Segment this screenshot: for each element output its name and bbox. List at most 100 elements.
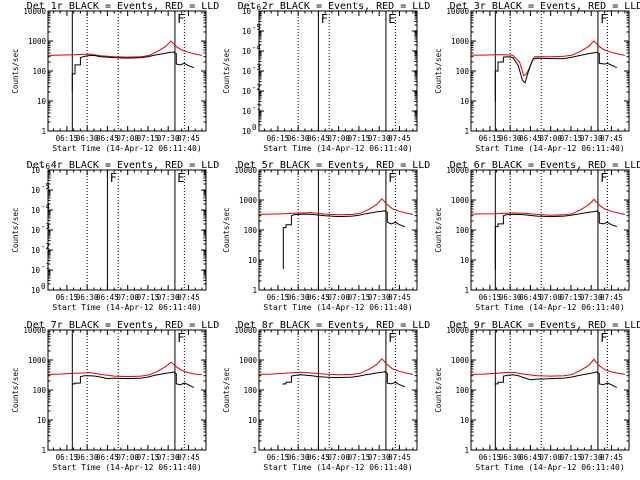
x-tick-label: 06:45	[519, 293, 542, 302]
y-tick-label: 10	[31, 286, 41, 295]
x-tick-label: 06:30	[499, 293, 522, 302]
y-tick-label: 100	[455, 386, 469, 395]
y-tick-label: 1000	[28, 37, 47, 46]
y-tick-label: 10	[460, 256, 470, 265]
y-tick-label: 1	[464, 446, 469, 455]
lld-series-line	[258, 198, 414, 216]
y-tick-label: 10	[242, 127, 252, 136]
y-tick-label: 10	[31, 186, 41, 195]
x-tick-label: 06:30	[287, 134, 310, 143]
x-tick-label: 06:15	[56, 134, 79, 143]
y-tick-label: 10	[242, 27, 252, 36]
y-tick-exponent: 0	[41, 282, 46, 291]
panel-det-1: Det 1r BLACK = Events, RED = LLD 1 10 100 10…	[11, 1, 219, 153]
lld-series-line	[47, 40, 203, 58]
marker-letter: F	[388, 171, 395, 185]
x-tick-label: 07:15	[348, 134, 371, 143]
x-tick-label: 07:30	[368, 453, 391, 462]
y-tick-label: 10	[31, 246, 41, 255]
x-tick-label: 06:15	[479, 134, 502, 143]
y-tick-label: 10	[242, 47, 252, 56]
x-tick-label: 06:15	[267, 134, 290, 143]
x-tick-label: 07:30	[157, 293, 180, 302]
y-tick-label: 1	[464, 127, 469, 136]
y-tick-label: 10	[460, 97, 470, 106]
x-tick-label: 06:30	[499, 134, 522, 143]
lld-series-line	[471, 40, 626, 77]
x-axis-label: Start Time (14-Apr-12 06:11:40)	[475, 303, 624, 312]
marker-letter: F	[600, 12, 607, 26]
x-tick-label: 06:30	[76, 453, 99, 462]
y-tick-label: 1	[252, 446, 257, 455]
x-axis-label: Start Time (14-Apr-12 06:11:40)	[52, 144, 201, 153]
events-series-line	[71, 371, 195, 389]
y-tick-exponent: -6	[252, 3, 262, 12]
x-axis-label: Start Time (14-Apr-12 06:11:40)	[475, 463, 624, 472]
panel-title: Det 7r BLACK = Events, RED = LLD	[27, 320, 220, 331]
x-tick-label: 07:15	[348, 453, 371, 462]
y-tick-exponent: -3	[252, 63, 261, 72]
y-axis-label: Counts/sec	[222, 207, 231, 252]
x-tick-label: 06:15	[479, 293, 502, 302]
y-tick-label: 10	[242, 7, 252, 16]
panel-title: Det 8r BLACK = Events, RED = LLD	[238, 320, 431, 331]
y-tick-label: 10000	[234, 166, 257, 175]
x-tick-label: 07:00	[539, 453, 562, 462]
y-tick-label: 100	[455, 67, 469, 76]
y-tick-label: 10000	[446, 326, 469, 335]
x-tick-label: 06:15	[267, 453, 290, 462]
y-tick-label: 10	[460, 416, 470, 425]
y-tick-label: 100	[243, 386, 257, 395]
x-tick-label: 06:45	[519, 453, 542, 462]
panel-title: Det 2r BLACK = Events, RED = LLD	[238, 1, 431, 12]
panel-det-6: Det 6r BLACK = Events, RED = LLD 1 10 100 10…	[434, 160, 640, 312]
x-tick-label: 07:45	[177, 134, 200, 143]
x-tick-label: 07:15	[560, 453, 583, 462]
x-tick-label: 07:15	[560, 293, 583, 302]
y-tick-label: 10	[242, 107, 252, 116]
panel-title: Det 6r BLACK = Events, RED = LLD	[450, 160, 640, 171]
y-tick-exponent: -1	[252, 103, 261, 112]
y-tick-label: 100	[455, 226, 469, 235]
events-series-line	[494, 51, 618, 101]
x-tick-label: 06:15	[479, 453, 502, 462]
x-tick-label: 06:15	[56, 293, 79, 302]
y-tick-label: 10000	[23, 7, 46, 16]
x-tick-label: 06:45	[307, 453, 330, 462]
y-tick-label: 1000	[451, 356, 470, 365]
x-tick-label: 07:15	[137, 293, 160, 302]
y-tick-exponent: -1	[41, 262, 50, 271]
events-series-line	[282, 210, 405, 269]
x-axis-label: Start Time (14-Apr-12 06:11:40)	[52, 303, 201, 312]
marker-letter: F	[321, 12, 328, 26]
lld-series-line	[47, 361, 202, 378]
x-axis-label: Start Time (14-Apr-12 06:11:40)	[263, 303, 412, 312]
y-axis-label: Counts/sec	[434, 48, 443, 93]
y-tick-label: 1	[41, 446, 46, 455]
lld-series-line	[258, 358, 414, 376]
x-tick-label: 07:15	[560, 134, 583, 143]
y-tick-label: 10	[31, 206, 41, 215]
x-tick-label: 07:45	[388, 134, 411, 143]
y-tick-exponent: -3	[41, 222, 50, 231]
x-tick-label: 07:30	[157, 453, 180, 462]
y-tick-exponent: -4	[252, 43, 262, 52]
panel-title: Det 1r BLACK = Events, RED = LLD	[27, 1, 220, 12]
y-tick-label: 10	[248, 416, 258, 425]
x-tick-label: 07:00	[539, 134, 562, 143]
y-tick-label: 10	[31, 266, 41, 275]
x-tick-label: 07:00	[327, 453, 350, 462]
y-axis-label: Counts/sec	[222, 48, 231, 93]
y-axis-label: Counts/sec	[434, 207, 443, 252]
events-series-line	[494, 210, 617, 269]
lld-series-line	[470, 198, 626, 216]
y-tick-label: 1000	[451, 196, 470, 205]
x-tick-label: 07:00	[539, 293, 562, 302]
x-tick-label: 06:30	[76, 134, 99, 143]
y-tick-label: 10	[31, 226, 41, 235]
x-tick-label: 07:15	[137, 453, 160, 462]
y-tick-label: 1	[252, 286, 257, 295]
x-tick-label: 07:15	[348, 293, 371, 302]
